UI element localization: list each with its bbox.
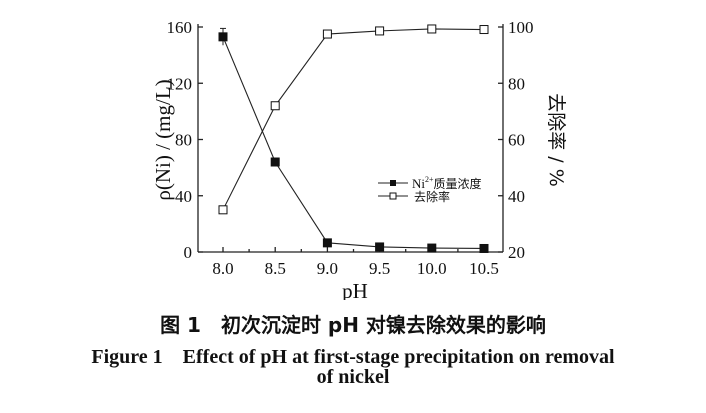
x-tick-label: 9.5	[369, 259, 390, 278]
caption-en-line2: of nickel	[316, 366, 390, 388]
x-tick-label: 8.0	[212, 259, 233, 278]
series-line-1	[222, 28, 485, 211]
y-right-tick-label: 80	[508, 74, 525, 93]
data-point	[479, 243, 489, 253]
data-point	[427, 243, 437, 253]
y-left-tick-label: 80	[175, 131, 192, 150]
legend-rest: 质量浓度	[434, 176, 482, 191]
y-right-tick-label: 20	[508, 243, 525, 262]
y-right-tick-label: 40	[508, 187, 525, 206]
x-tick-label: 9.0	[317, 259, 338, 278]
data-point	[270, 157, 280, 167]
x-tick-label: 10.5	[469, 259, 499, 278]
y-left-tick-label: 120	[167, 74, 193, 93]
legend-marker-0	[390, 180, 396, 186]
caption-zh: 图 1 初次沉淀时 pH 对镍去除效果的影响	[160, 313, 546, 337]
x-axis-label: pH	[342, 279, 368, 300]
legend-label-0: Ni2+质量浓度	[412, 175, 482, 191]
legend-marker-1	[389, 192, 397, 200]
axes: 8.0 8.5 9.0 9.5 10.0 10.5 0 40 80 120 160 20 40 60 80 1…	[151, 18, 567, 300]
data-point	[218, 32, 228, 42]
marks	[218, 24, 489, 253]
x-tick-label: 10.0	[417, 259, 447, 278]
data-point	[322, 29, 332, 39]
x-tick-label: 8.5	[265, 259, 286, 278]
data-point	[375, 242, 385, 252]
series-line-0	[222, 36, 485, 250]
y-left-axis-label: ρ(Ni) / (mg/L)	[151, 79, 175, 200]
data-point	[375, 26, 385, 36]
data-point	[218, 205, 228, 215]
data-point	[270, 101, 280, 111]
y-right-tick-label: 60	[508, 131, 525, 150]
y-right-tick-label: 100	[508, 18, 534, 37]
y-right-axis-label: 去除率 / %	[545, 93, 567, 187]
data-point	[427, 24, 437, 34]
y-left-tick-label: 0	[184, 243, 193, 262]
caption-en-line1: Figure 1 Effect of pH at first-stage pre…	[91, 346, 615, 368]
y-left-tick-label: 160	[167, 18, 193, 37]
data-point	[322, 238, 332, 248]
legend-label-1: 去除率	[414, 189, 450, 204]
data-point	[479, 25, 489, 35]
legend-sup: 2+	[425, 175, 434, 184]
chart: 8.0 8.5 9.0 9.5 10.0 10.5 0 40 80 120 160 20 40 60 80 1…	[151, 18, 567, 300]
y-left-tick-label: 40	[175, 187, 192, 206]
